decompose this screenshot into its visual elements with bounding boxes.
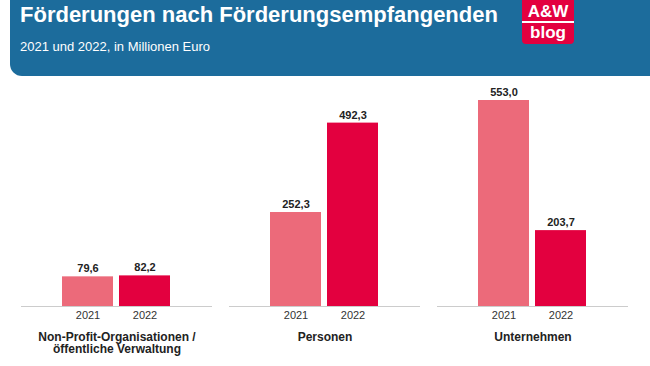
- svg-text:492,3: 492,3: [339, 109, 367, 121]
- html-text:Förderungen nach Förderungsemp: Förderungen nach Förderungsempfangenden: [20, 2, 498, 27]
- html-text:2021 und 2022, in Millionen Eu: 2021 und 2022, in Millionen Euro: [20, 39, 211, 54]
- svg-text:2021: 2021: [492, 309, 516, 321]
- html-text:blog: blog: [530, 23, 566, 42]
- svg-text:2022: 2022: [549, 309, 573, 321]
- svg-text:Unternehmen: Unternehmen: [494, 330, 571, 344]
- svg-text:82,2: 82,2: [134, 261, 155, 273]
- svg-text:203,7: 203,7: [547, 216, 575, 228]
- svg-text:Personen: Personen: [298, 330, 353, 344]
- svg-text:Non-Profit-Organisationen /öff: Non-Profit-Organisationen /öffentliche V…: [38, 330, 196, 356]
- svg-text:2021: 2021: [284, 309, 308, 321]
- svg-text:252,3: 252,3: [282, 198, 310, 210]
- html-text:A&W: A&W: [527, 2, 569, 21]
- svg-text:2022: 2022: [341, 309, 365, 321]
- svg-text:553,0: 553,0: [490, 86, 518, 98]
- svg-text:79,6: 79,6: [77, 262, 98, 274]
- svg-text:2022: 2022: [133, 309, 157, 321]
- svg-text:2021: 2021: [76, 309, 100, 321]
